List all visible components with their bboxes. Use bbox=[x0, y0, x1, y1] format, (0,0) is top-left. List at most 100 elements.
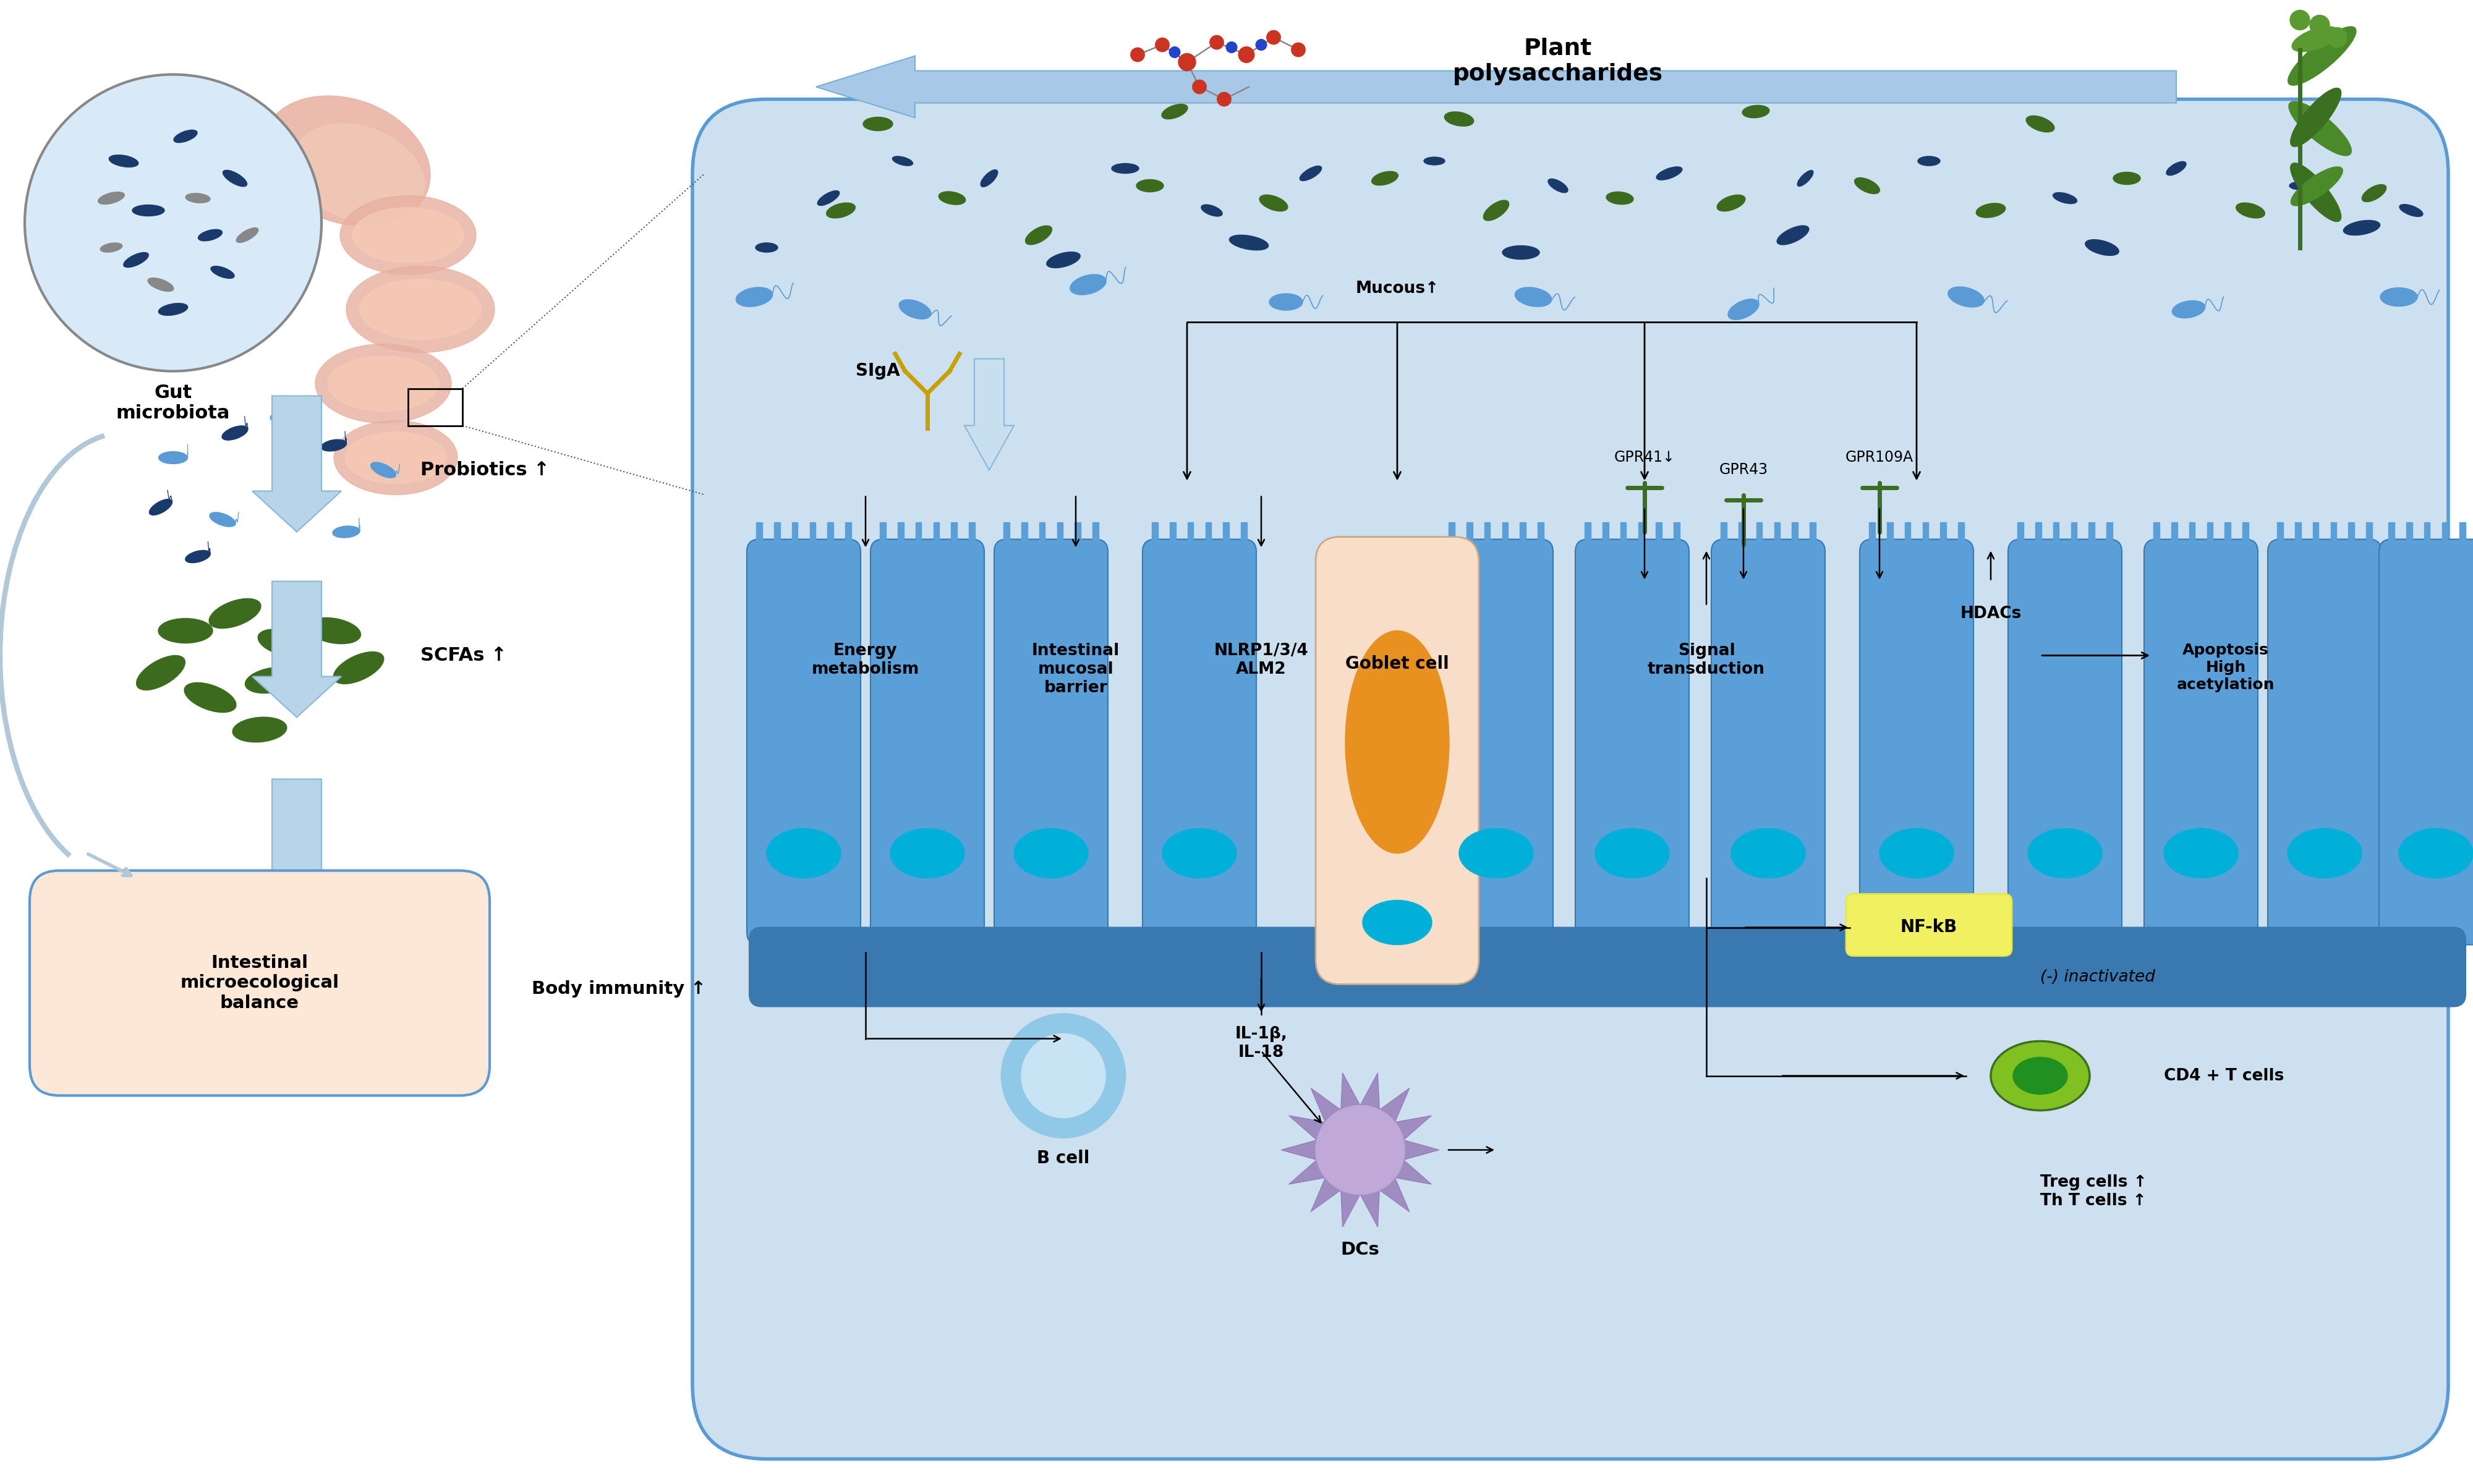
Circle shape bbox=[2310, 15, 2330, 36]
Ellipse shape bbox=[1202, 205, 1222, 217]
Ellipse shape bbox=[1363, 901, 1432, 945]
FancyBboxPatch shape bbox=[1316, 537, 1479, 984]
Bar bbox=[1603, 522, 1607, 545]
Ellipse shape bbox=[890, 828, 964, 879]
Ellipse shape bbox=[1229, 234, 1269, 251]
Ellipse shape bbox=[136, 656, 185, 690]
Ellipse shape bbox=[826, 203, 856, 218]
Bar bbox=[408, 389, 462, 426]
Ellipse shape bbox=[1071, 275, 1105, 295]
Bar bbox=[1657, 522, 1662, 545]
Bar bbox=[880, 522, 885, 545]
Bar bbox=[932, 522, 940, 545]
Ellipse shape bbox=[334, 651, 383, 684]
Ellipse shape bbox=[2025, 116, 2055, 132]
Text: IL-1β,
IL-18: IL-1β, IL-18 bbox=[1234, 1027, 1288, 1061]
FancyBboxPatch shape bbox=[1143, 539, 1256, 945]
Ellipse shape bbox=[2288, 828, 2362, 879]
Ellipse shape bbox=[321, 439, 346, 451]
Ellipse shape bbox=[257, 629, 312, 657]
FancyArrow shape bbox=[964, 359, 1014, 470]
Bar bbox=[1959, 522, 1964, 545]
Bar bbox=[969, 522, 974, 545]
FancyBboxPatch shape bbox=[2008, 539, 2122, 945]
Text: Goblet cell: Goblet cell bbox=[1345, 656, 1449, 672]
Bar bbox=[1449, 522, 1454, 545]
Ellipse shape bbox=[2290, 88, 2342, 147]
Ellipse shape bbox=[359, 279, 482, 340]
Bar bbox=[1204, 522, 1212, 545]
Bar bbox=[2206, 522, 2213, 545]
Circle shape bbox=[1170, 47, 1180, 58]
Ellipse shape bbox=[210, 266, 235, 279]
Ellipse shape bbox=[346, 432, 445, 484]
Ellipse shape bbox=[2171, 301, 2206, 318]
Bar bbox=[2349, 522, 2354, 545]
Bar bbox=[1076, 522, 1081, 545]
Bar bbox=[1721, 522, 1726, 545]
Ellipse shape bbox=[158, 619, 213, 643]
Ellipse shape bbox=[1919, 156, 1939, 166]
Bar bbox=[915, 522, 922, 545]
Bar bbox=[2278, 522, 2283, 545]
Ellipse shape bbox=[101, 243, 121, 252]
Ellipse shape bbox=[1014, 828, 1088, 879]
Ellipse shape bbox=[863, 117, 893, 131]
Circle shape bbox=[1291, 43, 1306, 56]
Bar bbox=[1039, 522, 1046, 545]
FancyBboxPatch shape bbox=[1439, 539, 1553, 945]
Ellipse shape bbox=[1949, 286, 1983, 307]
Bar bbox=[1241, 522, 1246, 545]
Bar bbox=[846, 522, 851, 545]
Bar bbox=[1056, 522, 1063, 545]
Bar bbox=[2295, 522, 2300, 545]
Ellipse shape bbox=[326, 356, 440, 411]
FancyArrow shape bbox=[252, 779, 341, 916]
Bar bbox=[2226, 522, 2231, 545]
Bar bbox=[1674, 522, 1679, 545]
Text: Gut
microbiota: Gut microbiota bbox=[116, 383, 230, 423]
Circle shape bbox=[1130, 47, 1145, 62]
Circle shape bbox=[1227, 42, 1236, 53]
Ellipse shape bbox=[158, 451, 188, 464]
Bar bbox=[1093, 522, 1098, 545]
Bar bbox=[809, 522, 816, 545]
Bar bbox=[1585, 522, 1590, 545]
Ellipse shape bbox=[223, 426, 247, 441]
Ellipse shape bbox=[2290, 181, 2310, 190]
Text: B cell: B cell bbox=[1036, 1150, 1091, 1168]
Ellipse shape bbox=[331, 525, 361, 537]
Bar bbox=[1170, 522, 1175, 545]
Ellipse shape bbox=[2290, 101, 2352, 156]
Bar bbox=[2053, 522, 2060, 545]
Text: Probiotics ↑: Probiotics ↑ bbox=[420, 462, 549, 479]
FancyBboxPatch shape bbox=[747, 539, 861, 945]
Ellipse shape bbox=[1046, 252, 1081, 267]
Text: Intestinal
microecological
balance: Intestinal microecological balance bbox=[181, 954, 339, 1012]
Ellipse shape bbox=[1504, 246, 1538, 260]
Bar bbox=[1224, 522, 1229, 545]
Ellipse shape bbox=[737, 288, 772, 307]
Bar bbox=[2441, 522, 2448, 545]
Circle shape bbox=[1002, 1014, 1125, 1138]
Ellipse shape bbox=[341, 196, 475, 275]
Circle shape bbox=[1239, 47, 1254, 62]
FancyBboxPatch shape bbox=[30, 871, 490, 1095]
Bar bbox=[2389, 522, 2394, 545]
Ellipse shape bbox=[99, 191, 124, 205]
Ellipse shape bbox=[262, 96, 430, 226]
Ellipse shape bbox=[1607, 191, 1632, 205]
Ellipse shape bbox=[2013, 1057, 2067, 1094]
Text: GPR43: GPR43 bbox=[1719, 463, 1768, 478]
Ellipse shape bbox=[245, 668, 299, 693]
Bar bbox=[898, 522, 903, 545]
Ellipse shape bbox=[1444, 111, 1474, 126]
Text: SIgA: SIgA bbox=[856, 362, 900, 380]
Ellipse shape bbox=[1729, 298, 1758, 319]
Bar bbox=[1021, 522, 1026, 545]
Bar bbox=[1187, 522, 1194, 545]
Ellipse shape bbox=[1345, 631, 1449, 853]
Ellipse shape bbox=[223, 171, 247, 187]
FancyBboxPatch shape bbox=[994, 539, 1108, 945]
Bar bbox=[2367, 522, 2372, 545]
